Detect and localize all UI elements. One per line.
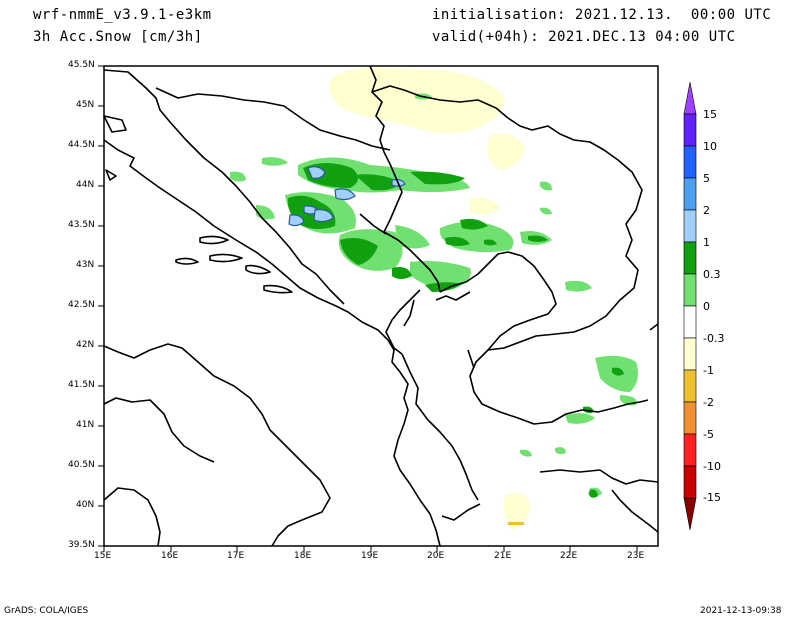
colorbar-label: 10 — [703, 140, 717, 153]
snow-heavy-areas — [288, 166, 406, 227]
colorbar-swatch-15 — [683, 113, 697, 147]
lon-label: 21E — [494, 551, 512, 561]
colorbar-label: -5 — [703, 428, 714, 441]
colorbar-label: 1 — [703, 236, 710, 249]
axis-ticks — [98, 65, 638, 552]
colorbar-label: -1 — [703, 364, 714, 377]
lon-label: 19E — [361, 551, 379, 561]
colorbar-swatch-neg5 — [683, 433, 697, 467]
colorbar-swatch-0 — [683, 305, 697, 339]
colorbar-swatch-1 — [683, 241, 697, 275]
colorbar-label: 0.3 — [703, 268, 721, 281]
lat-label: 44N — [76, 180, 95, 190]
init-time: initialisation: 2021.12.13. 00:00 UTC — [432, 7, 772, 23]
colorbar-swatch-10 — [683, 145, 697, 179]
lon-label: 22E — [560, 551, 578, 561]
colorbar-bottom-arrow — [683, 497, 697, 531]
lat-label: 42.5N — [68, 300, 95, 310]
colorbar-label: -0.3 — [703, 332, 725, 345]
lat-label: 40N — [76, 500, 95, 510]
colorbar-swatch-5 — [683, 177, 697, 211]
lon-label: 15E — [94, 551, 112, 561]
colorbar-label: -2 — [703, 396, 714, 409]
lat-label: 45N — [76, 100, 95, 110]
lat-label: 39.5N — [68, 540, 95, 550]
model-title: wrf-nmmE_v3.9.1-e3km — [33, 7, 212, 23]
lon-label: 23E — [627, 551, 645, 561]
lon-label: 17E — [227, 551, 245, 561]
negative-snow-area — [503, 492, 530, 530]
colorbar-label: 2 — [703, 204, 710, 217]
lat-label: 41.5N — [68, 380, 95, 390]
valid-time: valid(+04h): 2021.DEC.13 04:00 UTC — [432, 29, 736, 45]
lat-label: 43N — [76, 260, 95, 270]
colorbar-label: 0 — [703, 300, 710, 313]
lat-label: 43.5N — [68, 220, 95, 230]
colorbar-swatch-2 — [683, 209, 697, 243]
colorbar-swatch-neg2 — [683, 401, 697, 435]
colorbar — [683, 81, 697, 531]
minus-one-patch — [508, 522, 524, 525]
colorbar-label: -15 — [703, 491, 721, 504]
field-title: 3h Acc.Snow [cm/3h] — [33, 29, 203, 45]
colorbar-swatch-0.3 — [683, 273, 697, 307]
colorbar-top-arrow — [683, 81, 697, 115]
footer-credit: GrADS: COLA/IGES — [4, 606, 89, 616]
lat-label: 42N — [76, 340, 95, 350]
colorbar-swatch-neg1 — [683, 369, 697, 403]
lat-label: 41N — [76, 420, 95, 430]
colorbar-swatch-neg0.3 — [683, 337, 697, 371]
colorbar-label: 15 — [703, 108, 717, 121]
colorbar-label: -10 — [703, 460, 721, 473]
negative-snow-area — [329, 67, 505, 134]
colorbar-label: 5 — [703, 172, 710, 185]
negative-snow-area — [470, 197, 500, 215]
lon-label: 20E — [427, 551, 445, 561]
lat-label: 45.5N — [68, 60, 95, 70]
lon-label: 16E — [161, 551, 179, 561]
negative-snow-area — [487, 133, 525, 170]
colorbar-swatch-neg10 — [683, 465, 697, 499]
coastlines-borders — [103, 65, 659, 547]
snow-map — [104, 66, 658, 546]
lat-label: 40.5N — [68, 460, 95, 470]
lon-label: 18E — [294, 551, 312, 561]
footer-timestamp: 2021-12-13-09:38 — [700, 606, 782, 616]
lat-label: 44.5N — [68, 140, 95, 150]
